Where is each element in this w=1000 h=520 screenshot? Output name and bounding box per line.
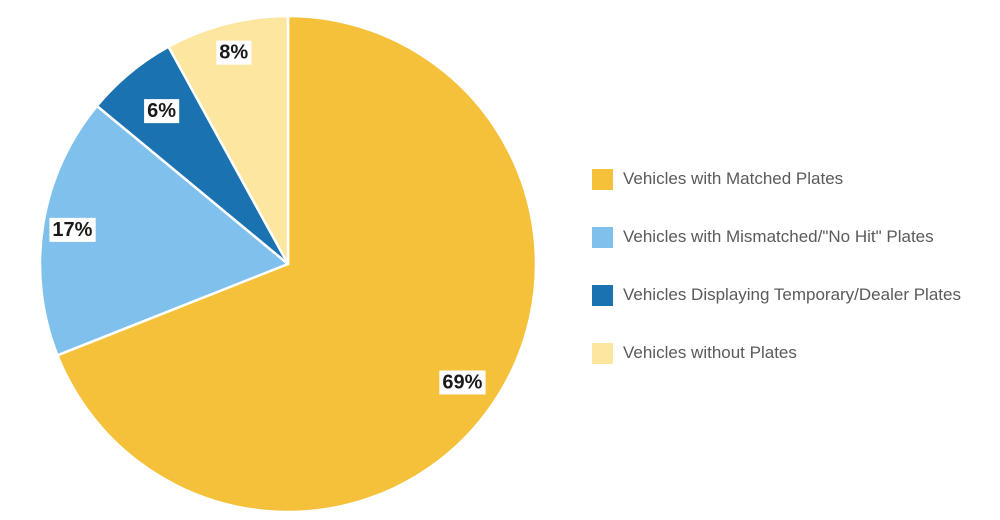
slice-label-box bbox=[144, 99, 180, 124]
legend-swatch bbox=[592, 284, 613, 306]
legend-swatch bbox=[592, 168, 613, 190]
slice-label-text: 17% bbox=[52, 219, 92, 241]
legend-label: Vehicles Displaying Temporary/Dealer Pla… bbox=[623, 285, 961, 304]
legend-item: Vehicles without Plates bbox=[592, 340, 992, 366]
pie-slice bbox=[56, 14, 538, 514]
slice-label-text: 6% bbox=[147, 100, 176, 122]
legend-item: Vehicles with Matched Plates bbox=[592, 166, 992, 192]
slice-data-label: 8% bbox=[216, 40, 252, 65]
slice-label-text: 8% bbox=[219, 42, 248, 64]
pie-chart: 69% 17% 6% 8% bbox=[38, 14, 538, 514]
legend-label: Vehicles with Mismatched/"No Hit" Plates bbox=[623, 227, 934, 246]
legend-swatch bbox=[592, 226, 613, 248]
slice-label-box bbox=[216, 40, 252, 65]
slice-label-text: 69% bbox=[442, 371, 482, 393]
legend-label: Vehicles with Matched Plates bbox=[623, 169, 844, 188]
slice-label-box bbox=[49, 217, 96, 242]
slice-label-box bbox=[439, 370, 486, 395]
legend-label: Vehicles without Plates bbox=[623, 343, 797, 362]
slice-data-label: 6% bbox=[144, 99, 180, 124]
pie-slice bbox=[167, 14, 290, 266]
legend-swatch bbox=[592, 342, 613, 364]
legend-item: Vehicles Displaying Temporary/Dealer Pla… bbox=[592, 282, 992, 308]
slice-data-label: 69% bbox=[439, 370, 486, 395]
chart-legend: Vehicles with Matched Plates Vehicles wi… bbox=[592, 166, 992, 398]
slice-data-label: 17% bbox=[49, 217, 96, 242]
legend-item: Vehicles with Mismatched/"No Hit" Plates bbox=[592, 224, 992, 250]
pie-slice bbox=[38, 104, 290, 357]
